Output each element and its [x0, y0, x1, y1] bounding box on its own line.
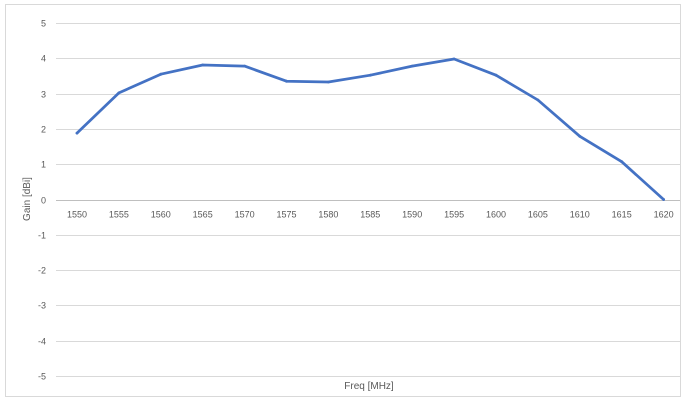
y-axis-ticks: 5 4 3 2 1 0 -1 -2 -3 -4 -5: [38, 19, 46, 382]
x-tick-label: 1620: [654, 210, 674, 220]
x-tick-label: 1595: [444, 210, 464, 220]
y-tick-label: -1: [38, 231, 46, 241]
y-tick-label: 2: [41, 125, 46, 135]
y-tick-label: 5: [41, 19, 46, 29]
data-point: [578, 134, 582, 138]
x-tick-label: 1615: [612, 210, 632, 220]
data-point: [243, 64, 247, 68]
x-tick-label: 1610: [570, 210, 590, 220]
data-point: [285, 79, 288, 83]
data-point: [327, 80, 330, 84]
y-tick-label: 3: [41, 90, 46, 100]
x-tick-label: 1585: [360, 210, 380, 220]
y-tick-label: -4: [38, 337, 46, 347]
y-tick-label: -2: [38, 266, 46, 276]
x-tick-label: 1600: [486, 210, 506, 220]
series-layer: [75, 57, 665, 201]
x-tick-label: 1605: [528, 210, 548, 220]
x-tick-label: 1580: [318, 210, 338, 220]
data-point: [620, 160, 624, 164]
x-tick-label: 1560: [151, 210, 171, 220]
gridlines: [56, 23, 680, 377]
y-tick-label: 4: [41, 54, 46, 64]
x-tick-label: 1570: [235, 210, 255, 220]
data-point: [452, 57, 456, 61]
data-point: [75, 131, 79, 135]
data-point: [494, 73, 498, 77]
x-axis-ticks: 1550 1555 1560 1565 1570 1575 1580 1585 1590 1595…: [67, 210, 674, 220]
data-point: [201, 63, 205, 67]
y-tick-label: 0: [41, 196, 46, 206]
x-tick-label: 1550: [67, 210, 87, 220]
data-point: [662, 198, 665, 201]
y-axis-title: Gain [dBi]: [22, 177, 33, 221]
x-axis-title: Freq [MHz]: [344, 381, 394, 392]
y-tick-label: -5: [38, 372, 46, 382]
data-point: [410, 64, 414, 68]
data-point: [117, 91, 121, 95]
data-point: [159, 72, 163, 76]
x-tick-label: 1565: [193, 210, 213, 220]
y-tick-label: 1: [41, 160, 46, 170]
y-tick-label: -3: [38, 301, 46, 311]
data-point: [368, 73, 372, 77]
data-point: [536, 98, 540, 102]
x-tick-label: 1590: [402, 210, 422, 220]
x-tick-label: 1575: [276, 210, 296, 220]
x-tick-label: 1555: [109, 210, 129, 220]
